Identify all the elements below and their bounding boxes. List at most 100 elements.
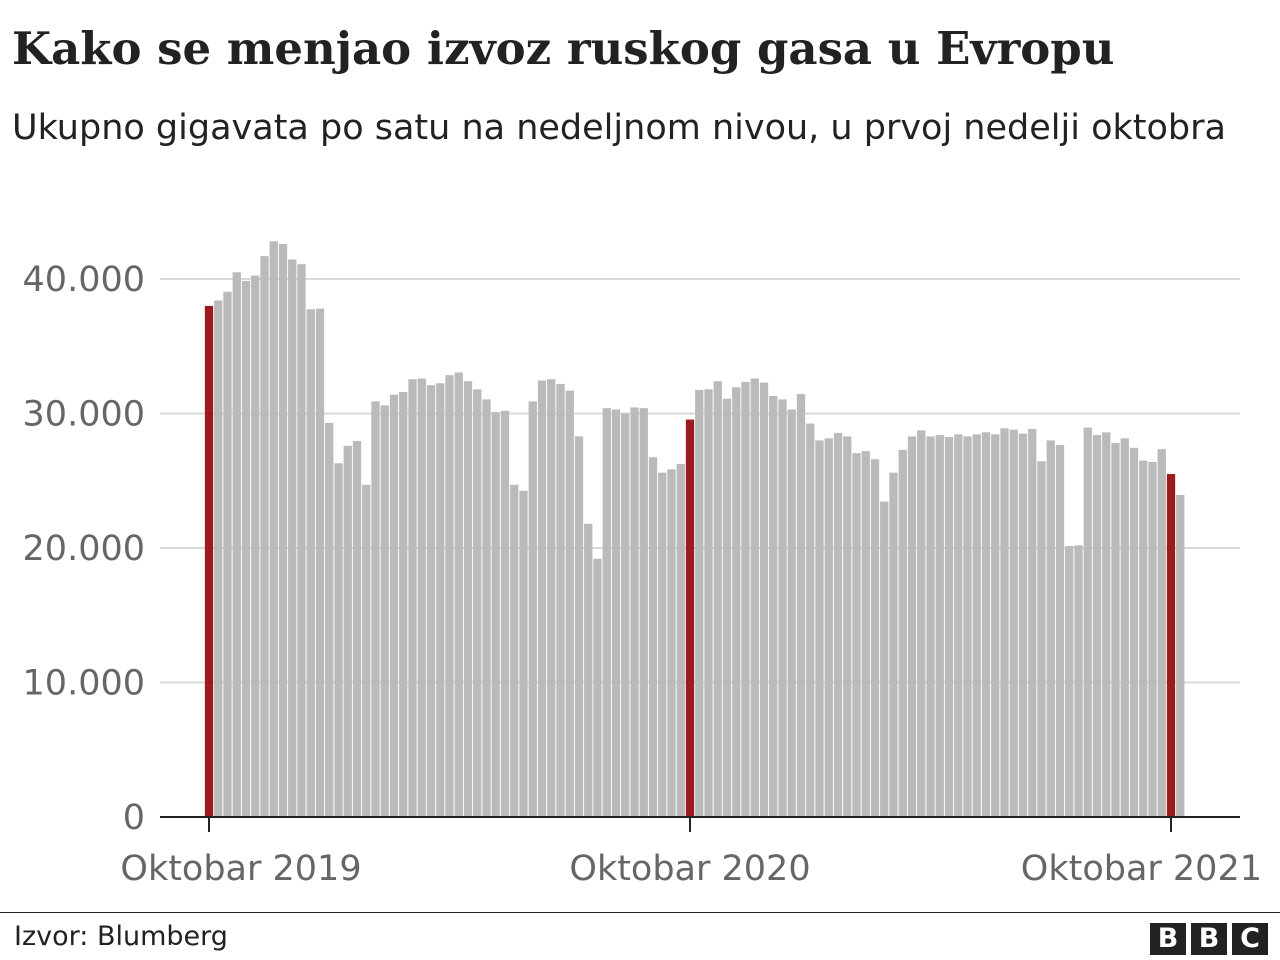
bar [833,433,843,817]
bbc-logo-letter: B [1191,923,1227,955]
bar [214,300,223,817]
bar [547,379,556,817]
bar [1139,460,1148,817]
bar [380,405,389,817]
bar [565,390,574,817]
bar [1028,428,1037,817]
y-tick-label: 0 [123,798,145,838]
bar [944,437,954,817]
bar [602,408,611,817]
bar [704,389,713,817]
bar [852,453,861,817]
bar [667,469,676,817]
bar [584,523,593,817]
footer-divider [0,912,1280,913]
bar [917,430,926,817]
chart-title: Kako se menjao izvoz ruskog gasa u Evrop… [12,22,1115,75]
bar [843,436,852,817]
bar [343,445,352,817]
bar [1148,461,1157,817]
bar [426,385,436,817]
bar [935,435,944,817]
bar [695,389,704,817]
bar [232,272,241,817]
bar [408,379,417,817]
bar [732,387,741,817]
bar [1000,428,1009,817]
bar [658,472,667,817]
y-tick-label: 40.000 [23,260,145,300]
y-tick-label: 30.000 [23,395,145,435]
bar [611,409,621,817]
bar [269,241,278,818]
bar [519,490,528,817]
bar [500,410,510,817]
bar [315,308,325,817]
bar [722,398,732,817]
chart-subtitle: Ukupno gigavata po satu na nedeljnom niv… [12,108,1226,148]
bar [1083,427,1092,817]
bar [621,413,630,817]
bar [556,383,565,817]
bar [1111,443,1120,817]
bar [954,434,963,817]
bar [445,375,454,817]
bar [352,441,362,817]
bar [306,309,315,817]
bar [362,484,371,817]
bar [371,401,380,817]
bbc-logo-letter: C [1232,923,1268,955]
bar [436,383,445,817]
bar [639,408,648,817]
bar [1065,545,1074,817]
bar [593,558,602,817]
bar [981,432,991,817]
bar-highlighted [204,305,214,817]
y-axis-labels: 0 10.000 20.000 30.000 40.000 [23,260,145,838]
bar [759,382,769,817]
bar [278,244,288,817]
bar [1102,432,1111,817]
bar [926,436,935,817]
bar [260,256,269,817]
bar [1092,435,1102,817]
bar [778,399,787,817]
bbc-logo-letter: B [1150,923,1186,955]
bar [861,451,870,817]
bar [991,434,1000,817]
bar [630,407,639,817]
bar [898,449,907,817]
bar-highlighted [1166,474,1176,817]
bar [648,457,658,817]
bar [417,378,426,817]
bar-highlighted [685,419,695,817]
bar [815,440,824,817]
bar [463,381,473,817]
bar [1037,461,1046,817]
bar [880,501,889,817]
bar [1176,494,1185,817]
bar [241,281,251,817]
bar [1129,447,1139,817]
bar [482,399,491,817]
bar [1157,449,1166,817]
bar [769,396,778,817]
x-tick-label: Oktobar 2019 [120,849,361,889]
bar [1074,545,1083,817]
bar [741,381,750,817]
y-tick-label: 10.000 [23,664,145,704]
bar [750,378,759,817]
bar [806,423,815,817]
bar [454,372,463,817]
bar [1055,445,1065,817]
bar [1018,433,1028,817]
x-axis-labels: Oktobar 2019 Oktobar 2020 Oktobar 2021 [120,818,1262,889]
bar [787,409,796,817]
bar [251,275,260,817]
bar [325,422,334,817]
bar [713,381,722,817]
bar [574,436,584,817]
bar [1120,438,1129,817]
bar [399,391,408,817]
